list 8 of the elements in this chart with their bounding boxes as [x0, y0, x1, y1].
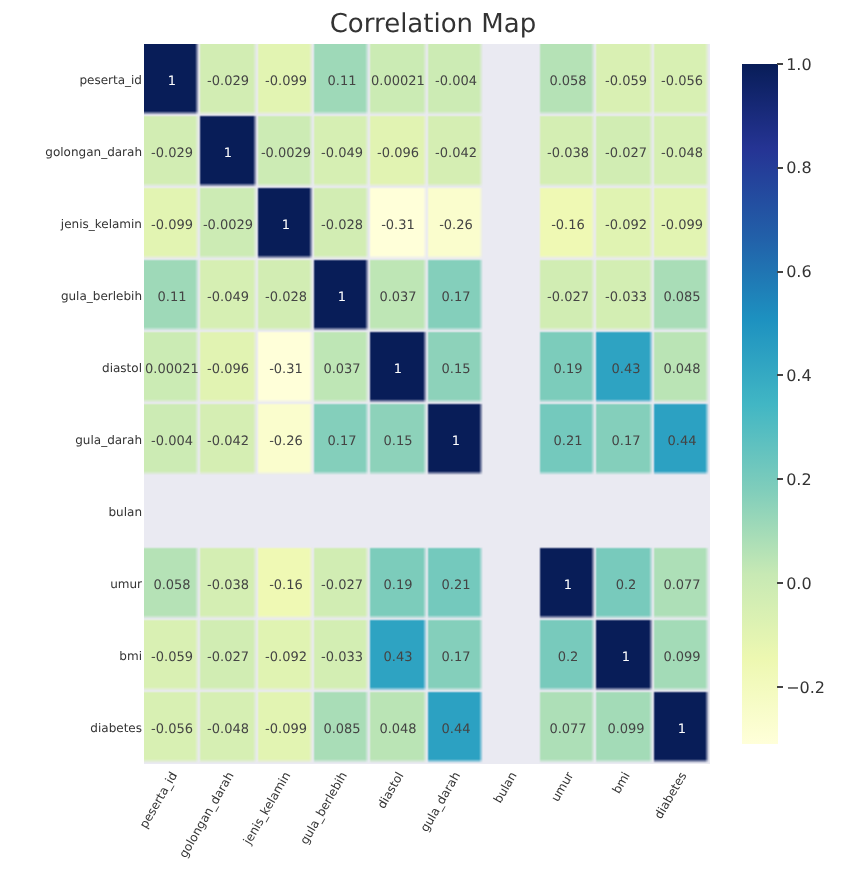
- color-bar-label: 0.8: [786, 159, 812, 178]
- color-bar-label: 0.6: [786, 263, 812, 282]
- color-bar-label: 0.4: [786, 367, 812, 386]
- color-bar-label: 1.0: [786, 55, 812, 74]
- color-bar-label: 0.0: [786, 574, 812, 593]
- chart-title: Correlation Map: [329, 9, 537, 40]
- color-bar-label: −0.2: [786, 678, 826, 697]
- color-bar-label: 0.2: [786, 470, 812, 489]
